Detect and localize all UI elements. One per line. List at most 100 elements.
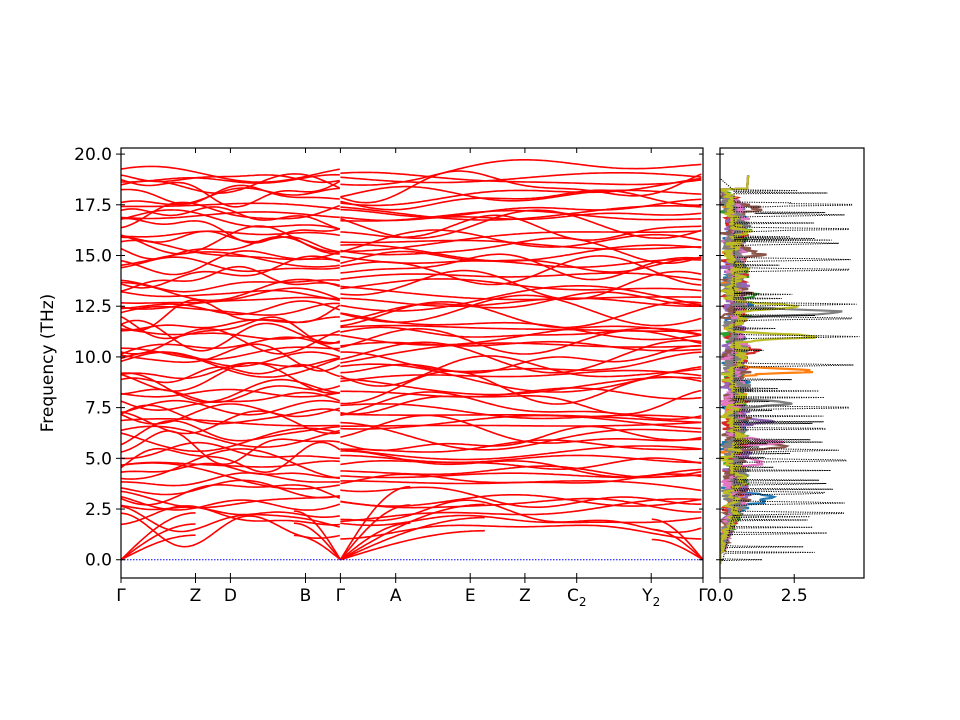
band-lines <box>121 159 703 561</box>
phonon-band <box>340 439 702 453</box>
phonon-band <box>121 504 340 518</box>
band-panel: 0.0 2.5 5.0 7.5 10.0 12.5 15.0 17.5 20.0 Γ Z D B Γ A E… <box>38 145 708 609</box>
phonon-band <box>121 187 340 206</box>
dos-x-tick-label: 0.0 <box>706 586 733 606</box>
phonon-band <box>121 410 340 435</box>
partial-dos-line <box>720 175 819 564</box>
phonon-band <box>340 239 702 250</box>
phonon-band <box>121 250 340 276</box>
phonon-band <box>340 344 702 374</box>
phonon-band <box>340 355 702 387</box>
phonon-band <box>340 363 702 393</box>
phonon-band <box>121 289 340 300</box>
phonon-band <box>121 441 340 460</box>
phonon-band <box>340 170 702 204</box>
phonon-band <box>121 209 340 230</box>
phonon-band <box>340 351 702 373</box>
k-point-label: E <box>465 586 476 606</box>
phonon-band <box>340 421 702 428</box>
phonon-band <box>340 445 702 461</box>
phonon-band <box>340 514 702 527</box>
phonon-band <box>121 211 340 220</box>
phonon-band <box>121 385 341 403</box>
phonon-band <box>121 505 340 526</box>
dos-panel: 0.0 2.5 <box>706 147 865 606</box>
phonon-band <box>121 495 341 511</box>
phonon-band <box>340 185 702 202</box>
phonon-band <box>340 229 702 253</box>
phonon-band <box>340 414 702 430</box>
phonon-band <box>121 299 341 332</box>
phonon-band <box>340 285 702 301</box>
acoustic-branch <box>340 516 485 561</box>
phonon-band <box>121 217 341 244</box>
acoustic-branch <box>121 534 196 561</box>
phonon-band <box>121 441 341 474</box>
total-dos-line <box>720 170 860 564</box>
phonon-band <box>340 414 702 444</box>
phonon-band <box>340 159 702 186</box>
phonon-band <box>340 230 702 253</box>
phonon-band <box>121 319 340 352</box>
phonon-band <box>340 198 702 218</box>
phonon-band <box>121 336 341 355</box>
phonon-band <box>340 171 702 186</box>
phonon-band <box>340 326 702 338</box>
y-tick-label: 12.5 <box>74 297 112 317</box>
acoustic-branch <box>293 522 342 561</box>
y-tick-label: 5.0 <box>85 449 112 469</box>
phonon-band <box>340 524 702 540</box>
y-tick-label: 7.5 <box>85 399 112 419</box>
y-tick-label: 0.0 <box>85 551 112 571</box>
dos-x-tick-label: 2.5 <box>781 586 808 606</box>
k-point-label: C2 <box>567 586 587 609</box>
phonon-band <box>340 497 702 513</box>
phonon-band <box>121 279 340 293</box>
phonon-band <box>121 372 340 403</box>
phonon-band <box>340 244 702 262</box>
y-tick-label: 15.0 <box>74 247 112 267</box>
phonon-band <box>121 363 341 384</box>
k-point-label: D <box>224 586 237 606</box>
phonon-band <box>340 324 702 332</box>
phonon-band <box>121 173 340 184</box>
phonon-band <box>340 391 702 421</box>
phonon-band <box>121 512 340 548</box>
k-point-label: Y2 <box>641 586 660 609</box>
phonon-band <box>121 239 341 261</box>
phonon-band <box>121 300 341 316</box>
phonon-band <box>121 165 340 183</box>
phonon-band <box>340 494 702 507</box>
phonon-band <box>121 225 340 255</box>
phonon-band <box>121 427 341 453</box>
phonon-band <box>121 230 340 253</box>
phonon-band <box>121 296 340 310</box>
y-axis-ticks: 0.0 2.5 5.0 7.5 10.0 12.5 15.0 17.5 20.0 <box>74 145 703 571</box>
phonon-band <box>340 255 702 268</box>
acoustic-branch <box>340 529 485 561</box>
y-tick-label: 2.5 <box>85 500 112 520</box>
k-point-label: Γ <box>336 586 346 606</box>
phonon-band <box>121 462 340 479</box>
phonon-band <box>121 490 340 509</box>
phonon-band <box>121 346 340 361</box>
acoustic-branch <box>293 510 342 561</box>
phonon-band <box>340 285 702 312</box>
phonon-band <box>121 206 341 230</box>
phonon-band <box>340 486 702 508</box>
dos-axes-frame <box>719 147 865 579</box>
dos-x-axis-ticks: 0.0 2.5 <box>706 153 808 606</box>
phonon-band <box>121 472 340 487</box>
y-tick-label: 20.0 <box>74 145 112 165</box>
phonon-band <box>340 498 702 523</box>
y-axis-label: Frequency (THz) <box>38 294 58 433</box>
phonon-band <box>340 369 702 383</box>
phonon-band <box>121 178 341 208</box>
phonon-band <box>121 328 340 340</box>
k-point-label: Γ <box>698 586 708 606</box>
phonon-band <box>340 294 702 327</box>
phonon-band <box>340 177 702 207</box>
phonon-band <box>340 272 702 281</box>
y-tick-label: 10.0 <box>74 348 112 368</box>
